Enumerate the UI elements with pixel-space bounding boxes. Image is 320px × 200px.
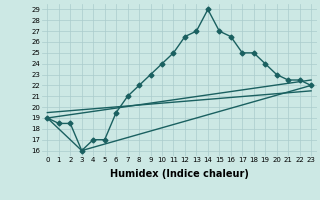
X-axis label: Humidex (Indice chaleur): Humidex (Indice chaleur) <box>110 169 249 179</box>
